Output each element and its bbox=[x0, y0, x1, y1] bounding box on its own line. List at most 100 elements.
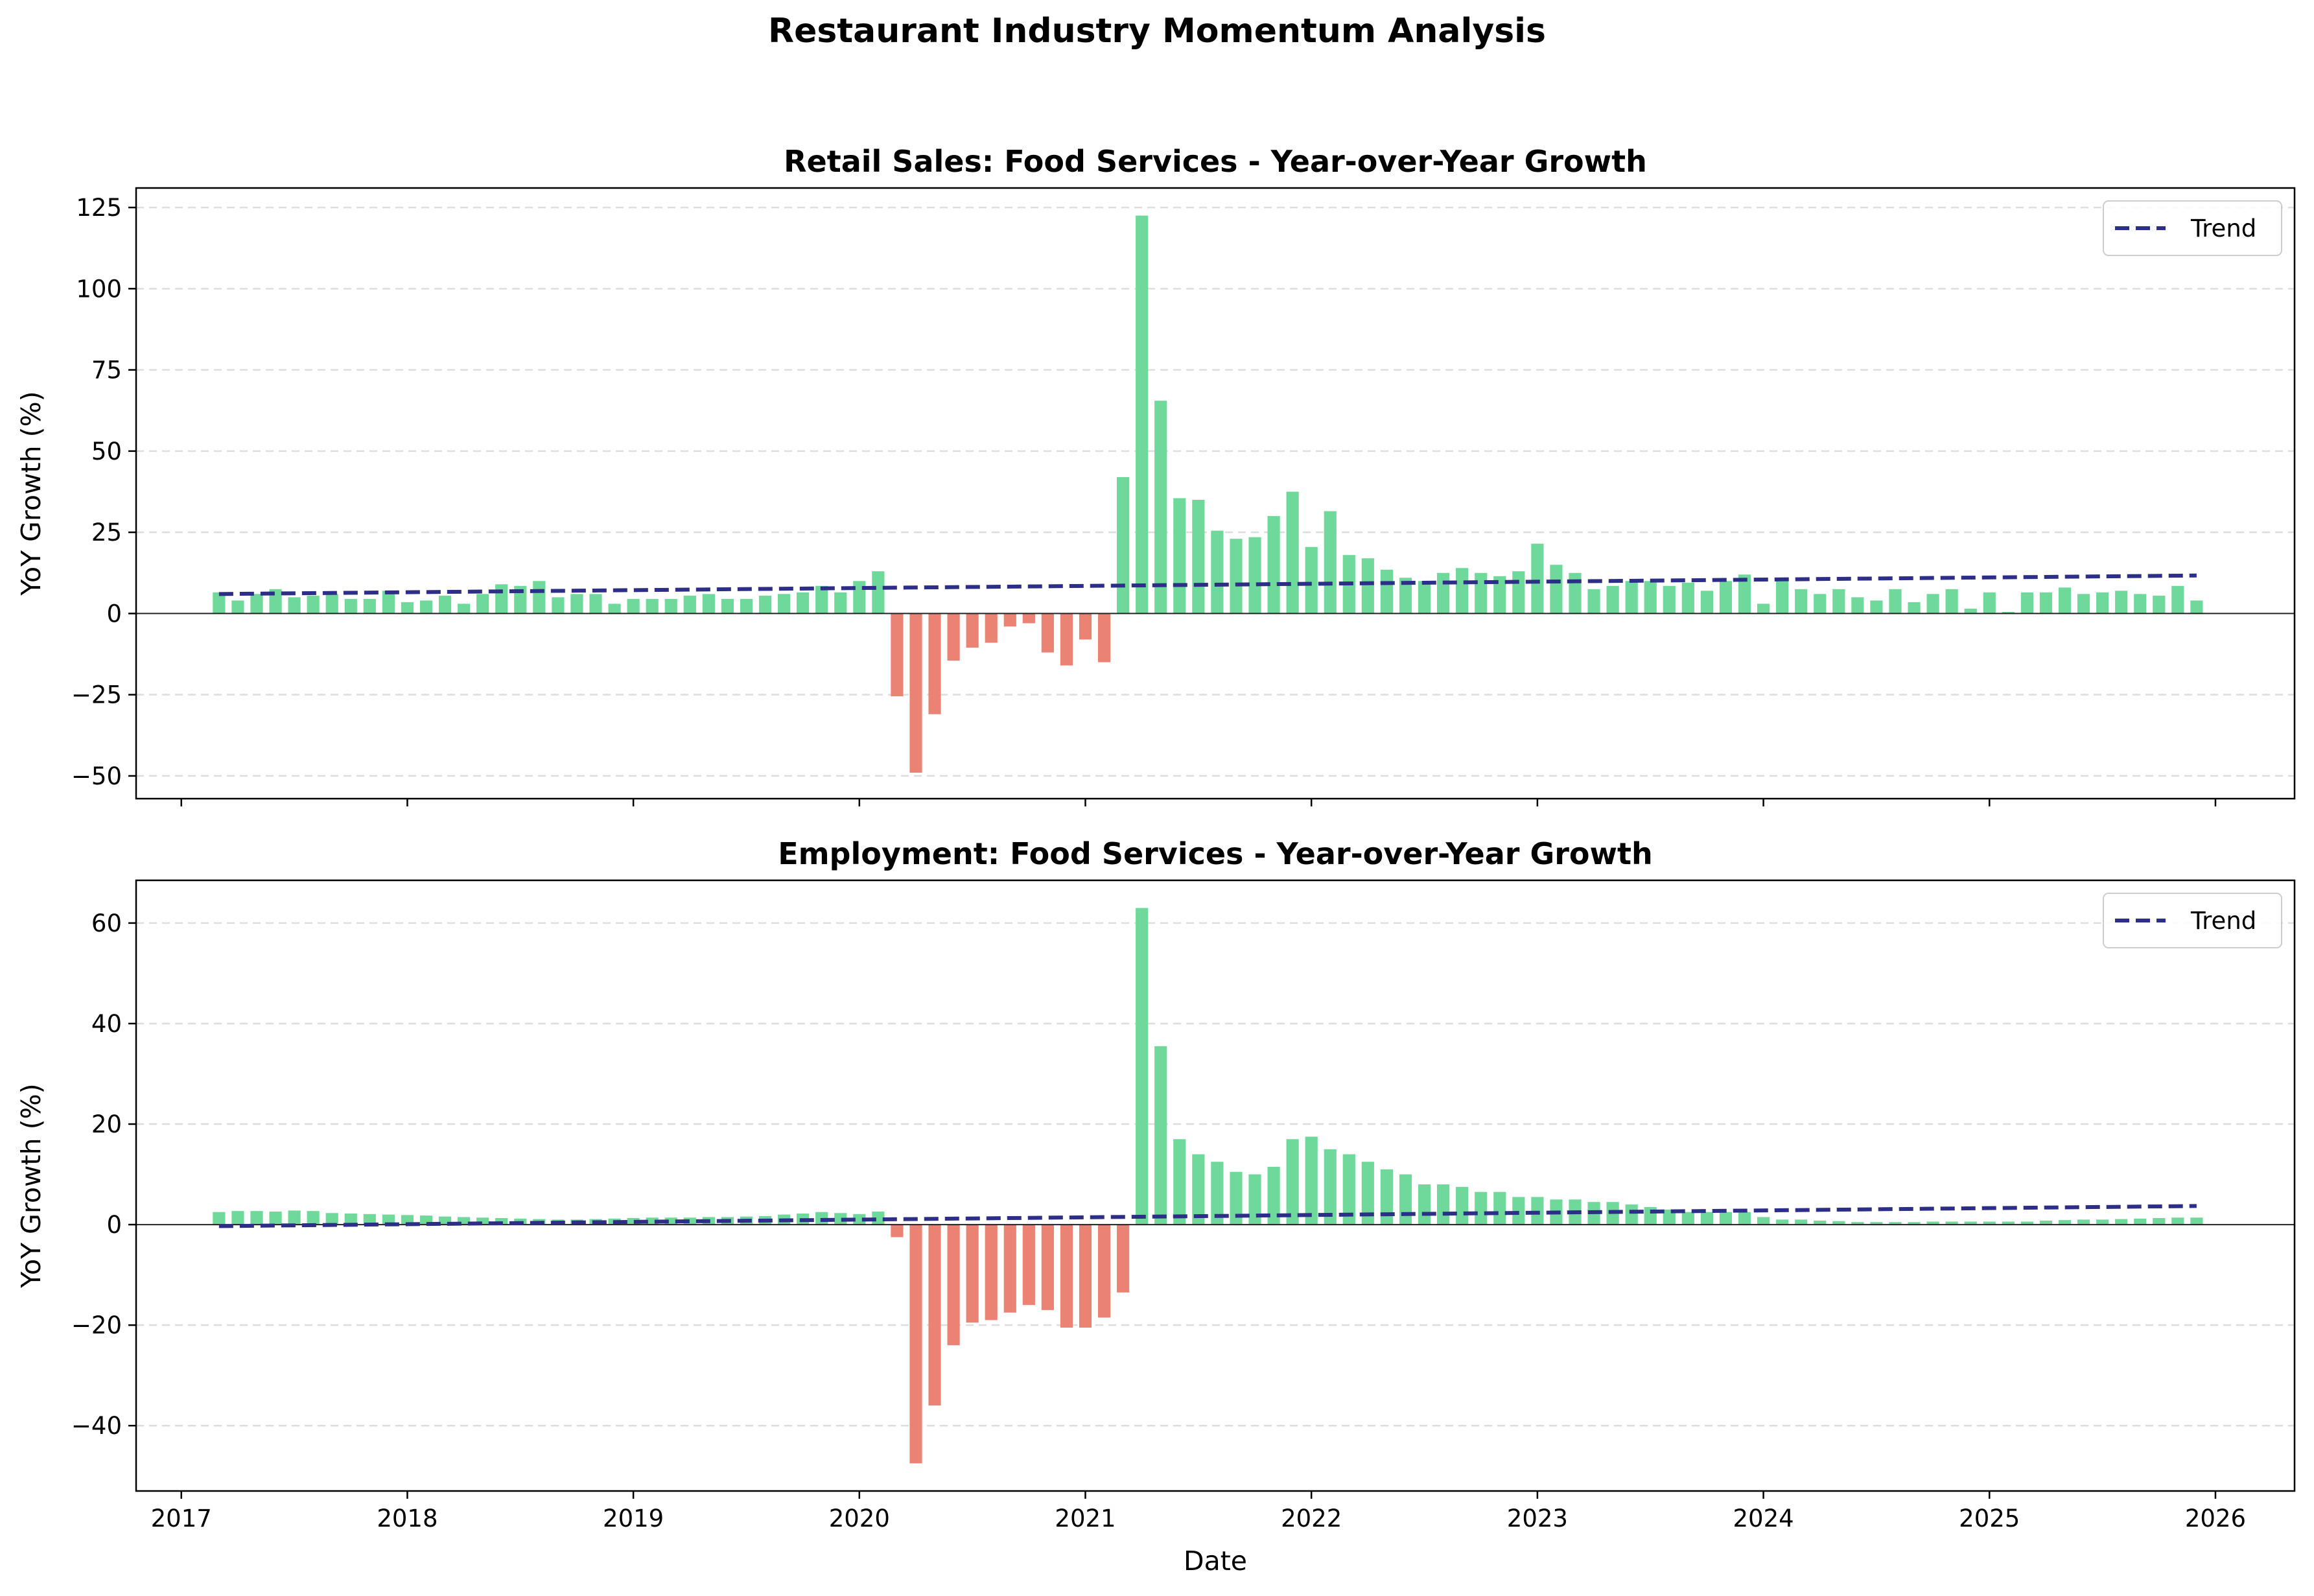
bar bbox=[1644, 581, 1657, 614]
bar bbox=[1889, 589, 1902, 614]
bar bbox=[1964, 1221, 1977, 1225]
bar bbox=[1945, 589, 1958, 614]
bar bbox=[1211, 530, 1224, 614]
bar bbox=[231, 1211, 244, 1225]
bar bbox=[1324, 511, 1337, 614]
bar bbox=[1230, 539, 1243, 614]
x-tick-label: 2025 bbox=[1959, 1505, 2020, 1532]
bar bbox=[1437, 572, 1450, 614]
bar bbox=[1719, 581, 1733, 614]
bar bbox=[1945, 1221, 1958, 1225]
bar bbox=[1795, 1219, 1808, 1225]
bar bbox=[1870, 600, 1883, 614]
bar bbox=[1493, 576, 1506, 614]
bar bbox=[213, 592, 226, 614]
y-tick-label: 125 bbox=[76, 194, 122, 222]
chart-panel-2: Employment: Food Services - Year-over-Ye… bbox=[16, 836, 2296, 1577]
bar bbox=[683, 595, 696, 614]
bar bbox=[1437, 1184, 1450, 1225]
bar bbox=[250, 594, 263, 614]
bar bbox=[1399, 578, 1412, 614]
x-tick-label: 2026 bbox=[2185, 1505, 2246, 1532]
y-tick-label: 0 bbox=[106, 1211, 122, 1239]
bar bbox=[1286, 1139, 1299, 1225]
x-axis-label: Date bbox=[1184, 1545, 1247, 1577]
x-tick-label: 2019 bbox=[603, 1505, 664, 1532]
bar bbox=[2020, 1221, 2033, 1225]
bar bbox=[1908, 602, 1921, 614]
bar bbox=[363, 598, 376, 614]
bar bbox=[438, 595, 452, 614]
y-tick-label: −40 bbox=[71, 1412, 122, 1440]
y-tick-label: 50 bbox=[91, 438, 122, 465]
bar bbox=[664, 598, 677, 614]
bar bbox=[853, 581, 866, 614]
bar bbox=[1380, 1169, 1394, 1225]
bar bbox=[1003, 1225, 1016, 1313]
bar bbox=[1493, 1191, 1506, 1225]
bar bbox=[2096, 592, 2109, 614]
bar bbox=[1022, 1225, 1035, 1306]
bar bbox=[2077, 594, 2090, 614]
bar bbox=[382, 1214, 395, 1225]
bar bbox=[834, 1213, 847, 1225]
y-axis-label: YoY Growth (%) bbox=[16, 1083, 47, 1288]
legend-box bbox=[2103, 200, 2282, 256]
bar bbox=[2171, 1217, 2184, 1225]
x-tick-label: 2021 bbox=[1055, 1505, 1116, 1532]
bar bbox=[1512, 1197, 1525, 1225]
legend: Trend bbox=[2103, 893, 2282, 948]
x-tick-label: 2020 bbox=[829, 1505, 890, 1532]
bar bbox=[1851, 1222, 1864, 1225]
bar bbox=[1192, 1154, 1205, 1225]
bar bbox=[1418, 1184, 1431, 1225]
bar bbox=[740, 598, 753, 614]
y-tick-label: 25 bbox=[91, 519, 122, 546]
bar bbox=[1983, 592, 1996, 614]
bar bbox=[891, 1225, 904, 1238]
bar bbox=[1625, 581, 1638, 614]
bar bbox=[2134, 1218, 2147, 1225]
bar bbox=[363, 1214, 376, 1225]
bar bbox=[213, 1212, 226, 1225]
bar bbox=[702, 594, 715, 614]
bar bbox=[777, 594, 791, 614]
y-tick-label: −20 bbox=[71, 1311, 122, 1339]
bar bbox=[1512, 571, 1525, 614]
bar bbox=[664, 1217, 677, 1225]
bar bbox=[1663, 1209, 1676, 1225]
bar bbox=[2153, 595, 2166, 614]
bar bbox=[2002, 611, 2015, 614]
bar bbox=[1097, 613, 1111, 663]
bar bbox=[646, 598, 659, 614]
bar bbox=[325, 1213, 338, 1225]
bar bbox=[1456, 1186, 1469, 1225]
bar bbox=[2190, 1217, 2203, 1225]
bar bbox=[1814, 1220, 1827, 1225]
bar bbox=[1738, 1212, 1751, 1225]
bar bbox=[269, 1211, 282, 1225]
bar bbox=[1136, 908, 1149, 1225]
bar bbox=[307, 1211, 320, 1225]
y-tick-label: −25 bbox=[71, 681, 122, 709]
bar bbox=[627, 1218, 640, 1225]
bar bbox=[382, 591, 395, 614]
bar bbox=[1606, 585, 1619, 614]
bar bbox=[476, 1217, 489, 1225]
bar bbox=[1926, 1221, 1939, 1225]
bar bbox=[928, 613, 941, 714]
bar bbox=[458, 1217, 471, 1225]
bar bbox=[1757, 604, 1770, 614]
bar bbox=[1663, 585, 1676, 614]
bar bbox=[2039, 1220, 2053, 1225]
bar bbox=[1117, 476, 1130, 614]
bar bbox=[2115, 1219, 2128, 1225]
bar bbox=[2190, 600, 2203, 614]
bar bbox=[1700, 591, 1713, 614]
bar bbox=[1776, 1219, 1789, 1225]
bar bbox=[1700, 1212, 1713, 1225]
legend-label: Trend bbox=[2190, 215, 2256, 242]
bar bbox=[1399, 1174, 1412, 1225]
bar bbox=[1154, 1046, 1167, 1225]
bar bbox=[1719, 1212, 1733, 1225]
